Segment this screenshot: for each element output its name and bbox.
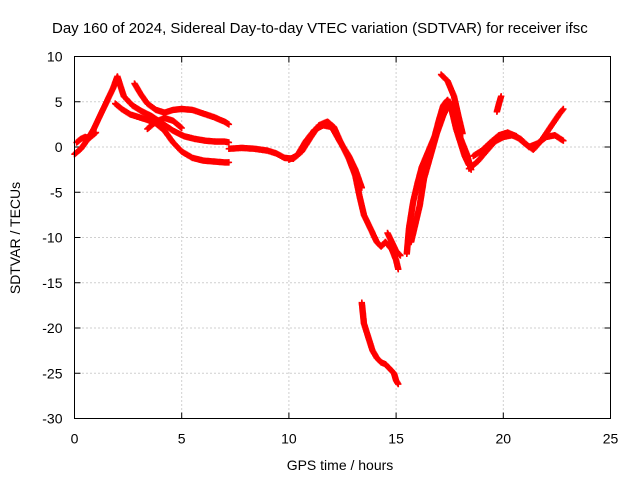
data-point [92, 129, 100, 136]
series-arc-7 [358, 299, 402, 388]
data-point [560, 105, 567, 113]
data-point [397, 252, 404, 259]
x-tick-labels: 0 5 10 15 20 25 [71, 431, 619, 447]
series-arc-4 [144, 114, 185, 133]
y-tick-label: 10 [47, 49, 63, 65]
data-point [178, 124, 185, 132]
x-tick-label: 5 [178, 431, 186, 447]
data-point [395, 265, 402, 273]
y-axis-label: SDTVAR / TECUs [7, 182, 23, 294]
series-arc-14 [493, 93, 505, 115]
chart-title: Day 160 of 2024, Sidereal Day-to-day VTE… [52, 20, 588, 37]
data-point [395, 380, 402, 388]
data-point [225, 139, 233, 146]
x-tick-label: 25 [603, 431, 619, 447]
data-point [358, 184, 365, 191]
data-point [225, 121, 233, 128]
data-points [71, 71, 567, 388]
series-arc-6 [285, 122, 365, 191]
y-tick-label: -10 [42, 230, 62, 246]
data-point [459, 130, 466, 137]
plot-frame [74, 56, 611, 419]
y-tick-labels: 10 5 0 -5 -10 -15 -20 -25 -30 [42, 49, 62, 427]
x-tick-label: 15 [388, 431, 404, 447]
x-axis-label: GPS time / hours [287, 457, 394, 473]
data-point [560, 137, 567, 144]
series-arc-1 [71, 73, 233, 158]
y-tick-label: -15 [42, 275, 62, 291]
y-tick-label: 0 [55, 139, 63, 155]
series-arc-3 [131, 80, 233, 128]
series-arc-15 [73, 129, 100, 146]
x-tick-label: 20 [496, 431, 512, 447]
series-arc-8 [384, 229, 404, 259]
x-tick-label: 0 [71, 431, 79, 447]
series-arc-5 [225, 118, 402, 273]
x-tick-label: 10 [281, 431, 297, 447]
data-point [225, 159, 233, 166]
y-tick-label: 5 [55, 94, 63, 110]
data-point [497, 93, 505, 100]
y-tick-label: -30 [42, 411, 62, 427]
series-arc-11 [437, 71, 466, 137]
y-tick-label: -25 [42, 365, 62, 381]
y-tick-label: -5 [50, 184, 63, 200]
series-arc-2 [112, 100, 233, 166]
y-tick-label: -20 [42, 320, 62, 336]
series-arc-13 [470, 105, 567, 160]
